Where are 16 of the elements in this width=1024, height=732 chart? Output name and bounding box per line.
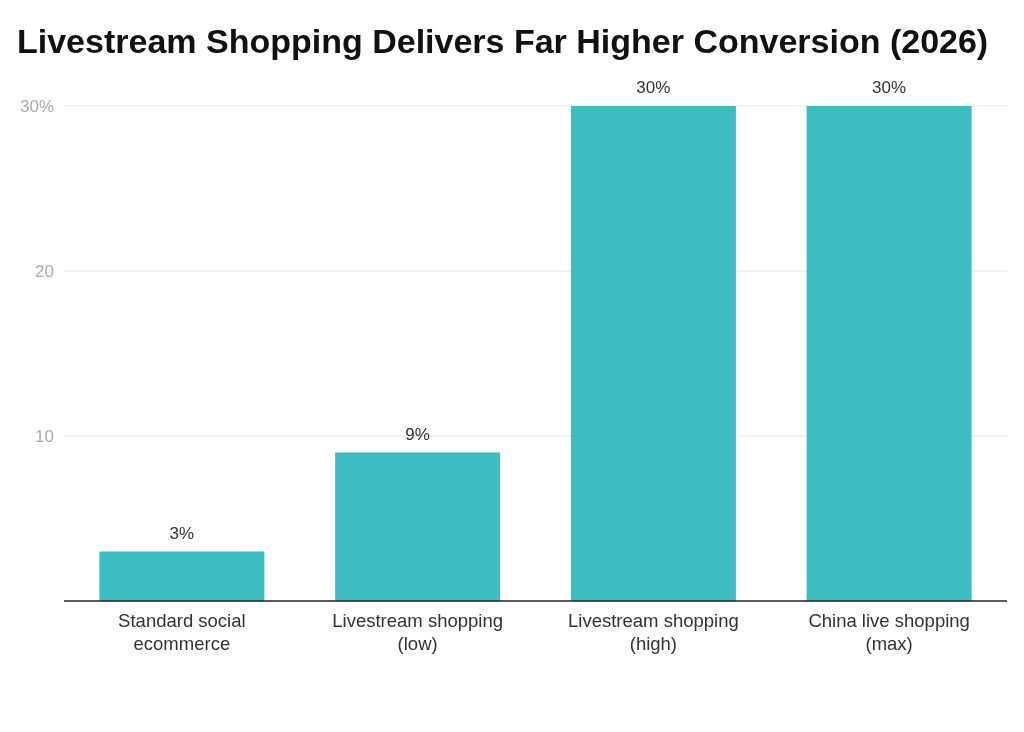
bar — [806, 106, 972, 601]
chart-title: Livestream Shopping Delivers Far Higher Conversion (2026) — [17, 22, 989, 60]
data-label: 3% — [169, 523, 195, 543]
bar — [335, 452, 501, 601]
x-tick-label: Standard social ecommerce — [118, 610, 246, 654]
y-tick-label: 20 — [35, 261, 54, 281]
y-tick-label: 10 — [35, 426, 54, 446]
x-tick-label: China live shopping (max) — [808, 610, 970, 654]
data-label: 30% — [636, 78, 671, 97]
y-tick-label: 30% — [19, 96, 54, 116]
data-label: 30% — [872, 78, 907, 97]
bar — [570, 106, 736, 601]
x-tick-label: Livestream shopping (high) — [568, 610, 739, 654]
data-label: 9% — [405, 424, 430, 444]
bar — [99, 551, 265, 601]
x-tick-label: Livestream shopping (low) — [332, 610, 503, 654]
